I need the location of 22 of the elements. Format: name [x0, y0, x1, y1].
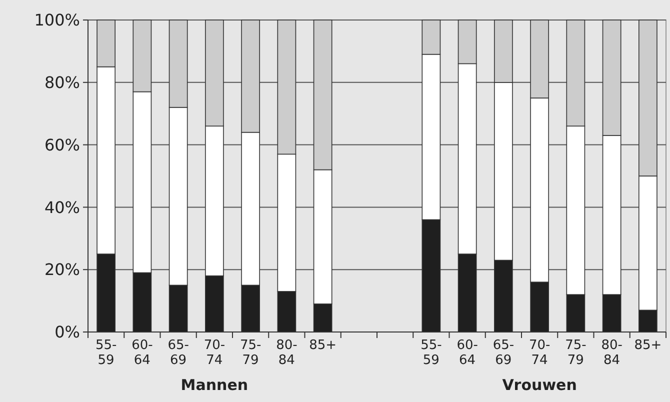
x-tick-label: 60-64 [456, 338, 478, 368]
y-tick-label: 0% [54, 322, 80, 342]
x-tick-label: 70-74 [204, 338, 226, 368]
text: Vrouwen [502, 376, 577, 394]
y-tick-label: 100% [34, 10, 80, 30]
y-tick-label: 20% [44, 260, 80, 280]
x-tick-label: 65-69 [168, 338, 190, 368]
x-tick-label: 70-74 [528, 338, 550, 368]
x-tick-label: 80-84 [601, 338, 623, 368]
x-tick-label: 85+ [634, 338, 662, 353]
x-tick-label: 80-84 [276, 338, 298, 368]
y-tick-label: 80% [44, 73, 80, 92]
text: Mannen [180, 376, 248, 394]
x-tick-label: 55-59 [95, 338, 117, 368]
y-tick-label: 40% [44, 198, 80, 217]
x-tick-label: 75-79 [240, 338, 262, 368]
x-tick-label: 85+ [309, 338, 337, 353]
x-tick-label: 60-64 [132, 338, 154, 368]
x-tick-label: 75-79 [565, 338, 587, 368]
y-tick-label: 60% [44, 135, 80, 154]
x-tick-label: 65-69 [492, 338, 514, 368]
x-tick-label: 55-59 [420, 338, 442, 368]
